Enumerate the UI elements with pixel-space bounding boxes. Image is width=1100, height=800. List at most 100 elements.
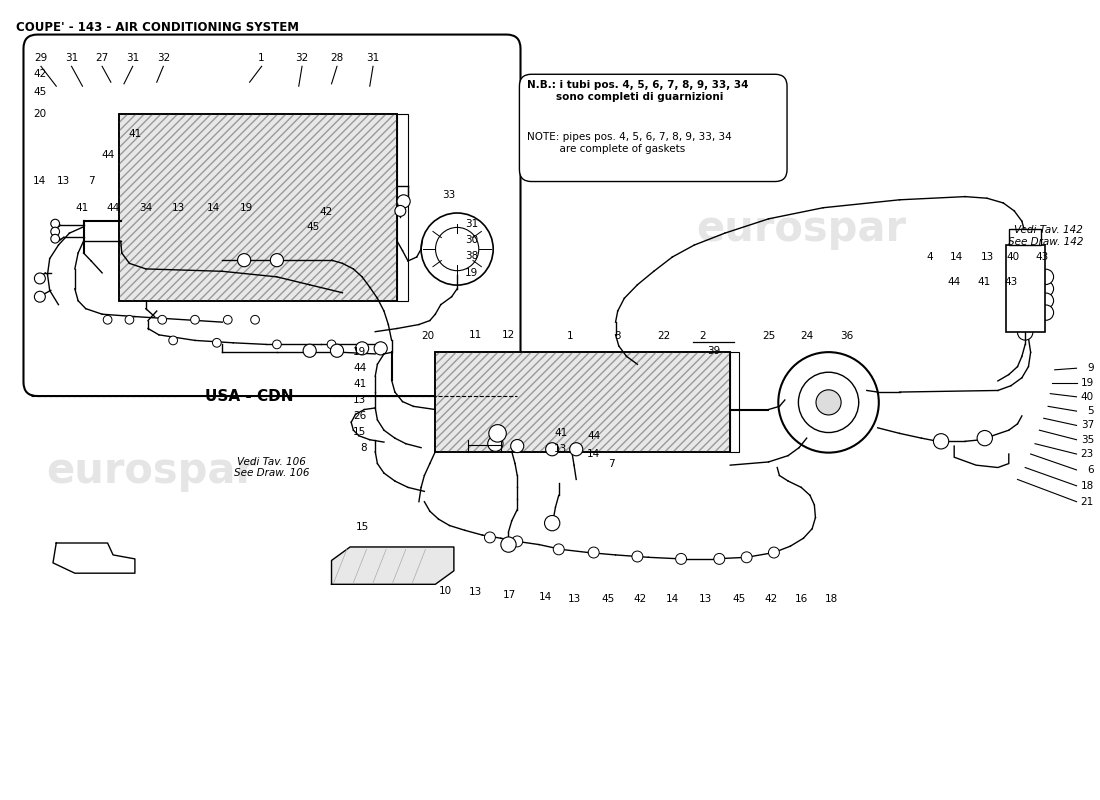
Text: 1: 1: [566, 331, 573, 342]
Circle shape: [488, 425, 506, 442]
Text: NOTE: pipes pos. 4, 5, 6, 7, 8, 9, 33, 34
          are complete of gaskets: NOTE: pipes pos. 4, 5, 6, 7, 8, 9, 33, 3…: [527, 132, 733, 154]
Text: 6: 6: [1088, 465, 1094, 475]
Text: eurospar: eurospar: [696, 208, 906, 250]
Text: 10: 10: [439, 586, 452, 596]
Circle shape: [374, 342, 387, 355]
Text: 13: 13: [353, 395, 366, 405]
Text: 14: 14: [207, 202, 220, 213]
Text: 7: 7: [88, 176, 95, 186]
Text: 15: 15: [353, 426, 366, 437]
Circle shape: [1038, 305, 1054, 320]
Circle shape: [34, 291, 45, 302]
Circle shape: [1038, 270, 1054, 285]
Circle shape: [1038, 281, 1054, 297]
Text: 42: 42: [319, 206, 332, 217]
Text: 7: 7: [608, 458, 615, 469]
Text: 19: 19: [1080, 378, 1094, 387]
Text: 41: 41: [76, 202, 89, 213]
Text: 29: 29: [34, 54, 47, 63]
Text: 41: 41: [129, 129, 142, 139]
Text: 43: 43: [1004, 278, 1018, 287]
Circle shape: [934, 434, 948, 449]
Circle shape: [512, 536, 522, 547]
Text: 13: 13: [980, 252, 993, 262]
Text: 26: 26: [353, 411, 366, 421]
Text: 20: 20: [33, 109, 46, 119]
Text: 13: 13: [698, 594, 712, 604]
Text: 44: 44: [947, 278, 960, 287]
Bar: [436, 352, 730, 452]
Text: 14: 14: [666, 594, 679, 604]
Text: 2: 2: [700, 331, 706, 342]
Bar: [1010, 229, 1041, 245]
Circle shape: [103, 315, 112, 324]
Text: COUPE' - 143 - AIR CONDITIONING SYSTEM: COUPE' - 143 - AIR CONDITIONING SYSTEM: [15, 21, 299, 34]
Text: 28: 28: [330, 54, 343, 63]
Circle shape: [1038, 293, 1054, 308]
Text: 37: 37: [1080, 421, 1094, 430]
Polygon shape: [53, 543, 135, 573]
FancyBboxPatch shape: [23, 34, 520, 396]
Circle shape: [238, 254, 251, 266]
Text: 12: 12: [502, 330, 515, 340]
Text: 35: 35: [1080, 434, 1094, 445]
Text: 15: 15: [355, 522, 368, 532]
Text: 42: 42: [764, 594, 778, 604]
Text: Vedi Tav. 106
See Draw. 106: Vedi Tav. 106 See Draw. 106: [233, 457, 309, 478]
Text: 14: 14: [539, 592, 552, 602]
Text: 14: 14: [33, 176, 46, 186]
Bar: [1005, 245, 1045, 333]
Circle shape: [34, 273, 45, 284]
Text: 22: 22: [657, 331, 670, 342]
Text: 18: 18: [825, 594, 838, 604]
Text: 27: 27: [96, 54, 109, 63]
Circle shape: [484, 532, 495, 543]
Circle shape: [977, 430, 992, 446]
Text: 44: 44: [101, 150, 114, 160]
Circle shape: [212, 338, 221, 347]
Bar: [119, 114, 397, 301]
Text: 40: 40: [1081, 392, 1094, 402]
Circle shape: [588, 547, 600, 558]
Text: 44: 44: [587, 430, 601, 441]
Circle shape: [271, 254, 284, 266]
Text: 11: 11: [469, 330, 482, 340]
Text: 14: 14: [587, 449, 601, 459]
Text: 17: 17: [503, 590, 516, 600]
Circle shape: [799, 372, 859, 433]
Circle shape: [500, 537, 516, 552]
Text: 19: 19: [353, 347, 366, 358]
Text: 44: 44: [107, 202, 120, 213]
Text: eurospar: eurospar: [46, 450, 256, 493]
Text: 13: 13: [568, 594, 581, 604]
Text: 19: 19: [240, 202, 253, 213]
Circle shape: [273, 340, 282, 349]
Circle shape: [487, 436, 503, 451]
Text: N.B.: i tubi pos. 4, 5, 6, 7, 8, 9, 33, 34
        sono completi di guarnizioni: N.B.: i tubi pos. 4, 5, 6, 7, 8, 9, 33, …: [527, 80, 749, 102]
Polygon shape: [331, 547, 454, 584]
Text: 1: 1: [258, 54, 265, 63]
Text: 42: 42: [33, 70, 46, 79]
Text: 31: 31: [126, 54, 140, 63]
Text: 5: 5: [1088, 406, 1094, 416]
Text: 41: 41: [554, 428, 568, 438]
Circle shape: [304, 344, 316, 358]
Circle shape: [1018, 325, 1033, 340]
Circle shape: [769, 547, 780, 558]
Circle shape: [355, 342, 368, 355]
Bar: [119, 114, 397, 301]
Text: 45: 45: [306, 222, 320, 232]
Circle shape: [816, 390, 842, 415]
Text: 38: 38: [464, 251, 478, 262]
Circle shape: [546, 442, 559, 456]
Text: 13: 13: [172, 202, 185, 213]
Circle shape: [51, 219, 59, 228]
Text: 31: 31: [464, 218, 478, 229]
Text: 45: 45: [602, 594, 615, 604]
Circle shape: [544, 515, 560, 530]
Text: 34: 34: [140, 202, 153, 213]
Circle shape: [51, 234, 59, 243]
Circle shape: [251, 315, 260, 324]
Circle shape: [168, 336, 177, 345]
FancyBboxPatch shape: [519, 74, 786, 182]
